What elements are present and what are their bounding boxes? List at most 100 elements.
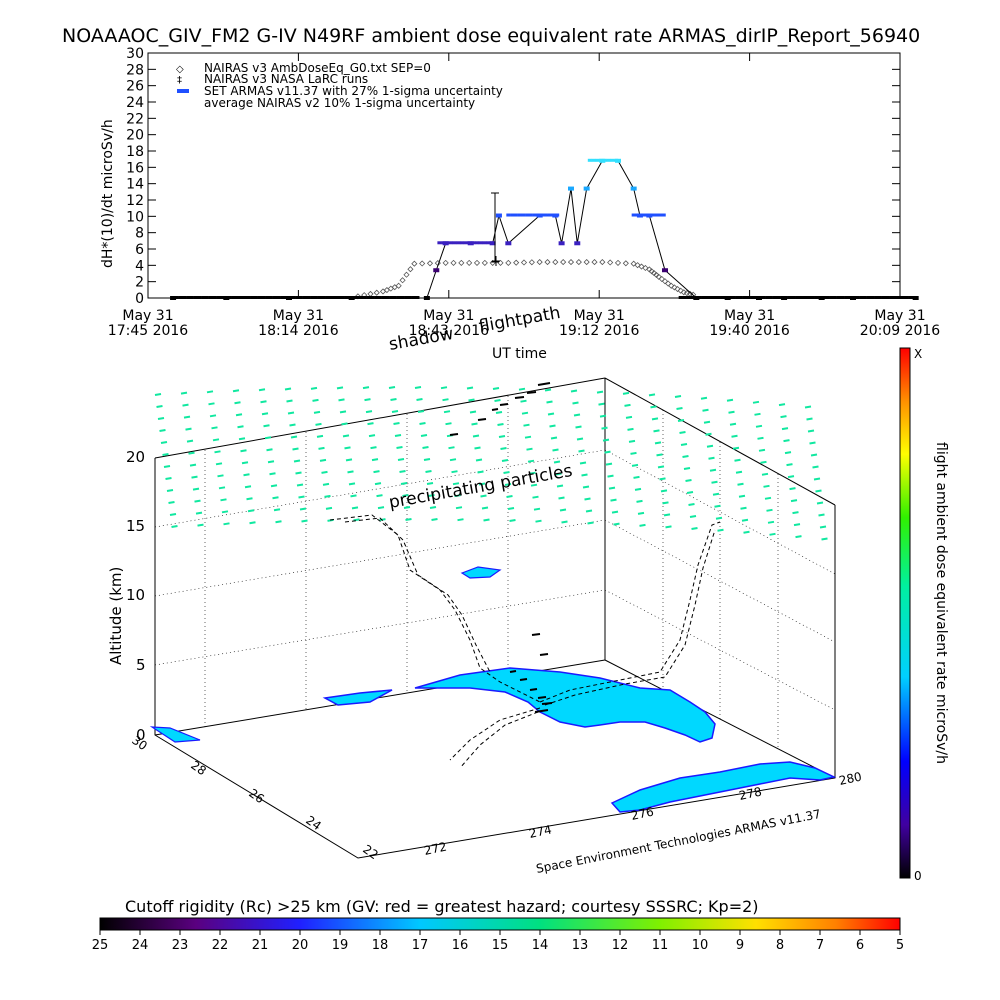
- particle-mark: [709, 468, 717, 472]
- armas-point: [201, 296, 206, 299]
- particle-mark: [605, 462, 613, 466]
- armas-point: [874, 296, 879, 299]
- armas-point: [697, 296, 702, 299]
- armas-point: [193, 296, 198, 299]
- armas-point: [351, 296, 356, 299]
- particle-mark: [243, 473, 250, 477]
- armas-point: [404, 296, 409, 299]
- particle-mark: [286, 399, 293, 403]
- particle-mark: [445, 422, 452, 426]
- nairas-point: [520, 259, 528, 266]
- particle-mark: [818, 513, 825, 517]
- lat-tick: 28: [188, 758, 209, 778]
- nairas-point: [373, 289, 380, 296]
- altitude-tick: 20: [126, 448, 145, 466]
- particle-mark: [247, 509, 255, 513]
- nairas-point: [528, 259, 535, 266]
- armas-point: [246, 296, 251, 299]
- particle-mark: [244, 485, 252, 489]
- armas-point: [862, 296, 867, 299]
- nairas-point: [536, 259, 543, 266]
- y-tick-label: 30: [126, 46, 144, 62]
- particle-mark: [264, 436, 272, 440]
- rigidity-tick-label: 11: [652, 938, 669, 953]
- armas-point: [859, 296, 864, 299]
- particle-mark: [183, 415, 191, 419]
- armas-point: [238, 296, 243, 299]
- particle-mark: [166, 489, 174, 492]
- armas-point: [505, 241, 512, 246]
- particle-mark: [781, 427, 789, 431]
- armas-point: [610, 158, 615, 162]
- particle-mark: [587, 521, 594, 525]
- lon-tick: 276: [630, 804, 655, 822]
- armas-point: [171, 296, 176, 299]
- particle-mark: [622, 391, 630, 395]
- particle-mark: [611, 510, 619, 514]
- particle-mark: [189, 463, 197, 467]
- armas-point: [528, 213, 533, 217]
- particle-mark: [423, 458, 431, 461]
- particle-mark: [503, 471, 510, 475]
- armas-point: [332, 296, 337, 299]
- rigidity-tick-label: 13: [572, 938, 589, 953]
- nairas-point: [607, 259, 614, 266]
- nairas-point: [407, 266, 414, 273]
- particle-mark: [497, 423, 504, 427]
- armas-point: [855, 296, 860, 299]
- armas-point: [374, 296, 379, 299]
- armas-point: [325, 296, 330, 299]
- longitude-ticks: 272 274 276 278 280: [423, 769, 863, 857]
- nairas-point: [399, 277, 406, 284]
- armas-point: [423, 296, 430, 300]
- particle-mark: [452, 482, 460, 486]
- particle-mark: [495, 411, 503, 415]
- particle-mark: [336, 386, 344, 390]
- armas-point: [814, 296, 819, 299]
- armas-point: [791, 296, 796, 299]
- nairas-point: [614, 259, 622, 266]
- armas-point: [870, 296, 875, 299]
- particle-mark: [480, 494, 487, 498]
- particle-mark: [258, 388, 266, 392]
- particle-mark: [729, 422, 737, 426]
- flight-shadow: [449, 382, 553, 713]
- particle-mark: [454, 494, 461, 498]
- particle-mark: [504, 483, 512, 487]
- particle-mark: [351, 506, 359, 510]
- particle-mark: [324, 494, 331, 498]
- y-tick-label: 4: [135, 258, 144, 274]
- particle-mark: [500, 447, 507, 451]
- shadow-annotation: shadow: [387, 324, 455, 355]
- particle-mark: [292, 447, 299, 451]
- armas-point: [701, 296, 706, 299]
- florida-land: [149, 566, 837, 813]
- dose-colorbar: X 0 flight ambient dose equivalent rate …: [899, 347, 949, 883]
- rigidity-tick-label: 17: [412, 938, 429, 953]
- particle-mark: [715, 516, 723, 520]
- armas-point: [757, 296, 762, 299]
- particle-mark: [185, 427, 192, 431]
- particle-mark: [676, 407, 683, 410]
- armas-point: [231, 296, 236, 299]
- nairas-point: [677, 287, 684, 294]
- particle-mark: [431, 518, 438, 521]
- particle-mark: [341, 422, 348, 426]
- particle-mark: [498, 435, 506, 439]
- particle-mark: [260, 400, 267, 404]
- nairas-point: [552, 259, 559, 266]
- armas-point: [268, 296, 273, 299]
- particle-mark: [195, 511, 203, 515]
- nairas-point: [599, 259, 606, 266]
- legend: ◇ NAIRAS v3 AmbDoseEq_G0.txt SEP=0 ‡ NAI…: [176, 61, 503, 110]
- particle-mark: [553, 460, 561, 464]
- particle-mark: [819, 525, 827, 529]
- particle-mark: [509, 519, 516, 523]
- particle-mark: [752, 400, 760, 404]
- y-axis-label: dH*(10)/dt microSv/h: [100, 119, 116, 268]
- armas-point: [227, 296, 232, 299]
- x-tick-date: May 31: [273, 308, 324, 324]
- armas-point: [806, 296, 811, 299]
- armas-series: [170, 158, 919, 300]
- particle-mark: [403, 505, 411, 509]
